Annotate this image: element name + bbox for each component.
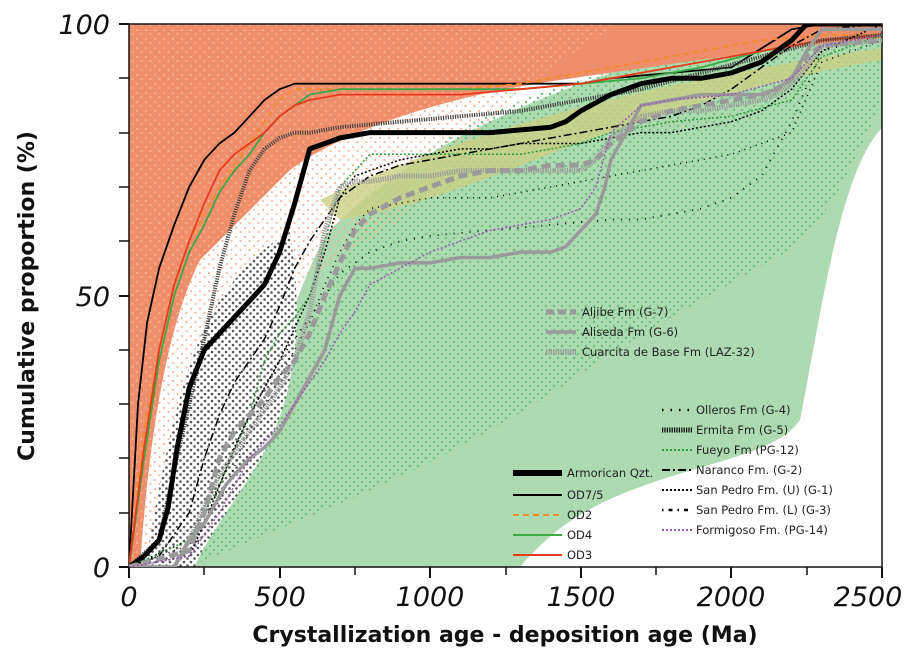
series-line <box>129 24 882 567</box>
black-dotted-envelope-dots <box>145 232 297 567</box>
legend-armorican: Armorican Qzt. OD7/5 OD2 OD4 OD3 <box>513 466 653 562</box>
legend-item: OD4 <box>513 528 592 542</box>
x-tick-label: 2000 <box>697 582 766 613</box>
legend-item: Olleros Fm (G-4) <box>662 403 791 417</box>
legend-label: Cuarcita de Base Fm (LAZ-32) <box>582 345 755 359</box>
legend-label: Aljibe Fm (G-7) <box>582 305 668 319</box>
legend-item: OD3 <box>513 548 592 562</box>
legend-item: Armorican Qzt. <box>513 466 653 480</box>
legend-item: San Pedro Fm. (U) (G-1) <box>662 483 833 497</box>
series-line <box>129 34 882 567</box>
legend-item: San Pedro Fm. (L) (G-3) <box>662 503 831 517</box>
legend-item: Aliseda Fm (G-6) <box>546 325 678 339</box>
legend-item: Formigoso Fm. (PG-14) <box>662 523 828 537</box>
series-line <box>129 27 882 567</box>
red-dotted-envelope <box>129 24 620 567</box>
legend-gray: Aljibe Fm (G-7) Aliseda Fm (G-6) Cuarcit… <box>546 305 755 359</box>
y-tick-label: 100 <box>58 10 110 41</box>
legend-label: OD4 <box>567 528 592 542</box>
y-tick-label: 0 <box>93 553 110 584</box>
legend-item: Cuarcita de Base Fm (LAZ-32) <box>546 345 755 359</box>
legend-item: Fueyo Fm (PG-12) <box>662 443 799 457</box>
legend-label: Armorican Qzt. <box>567 466 653 480</box>
legend-label: OD3 <box>567 548 592 562</box>
legend-label: OD2 <box>567 508 592 522</box>
x-tick-label: 500 <box>254 582 306 613</box>
legend-label: Ermita Fm (G-5) <box>696 423 788 437</box>
series-line <box>129 37 882 567</box>
envelope-regions <box>129 24 882 567</box>
y-axis: 100 50 0 <box>58 10 129 584</box>
legend-label: Olleros Fm (G-4) <box>696 403 791 417</box>
legend-label: San Pedro Fm. (U) (G-1) <box>696 483 833 497</box>
legend-label: Formigoso Fm. (PG-14) <box>696 523 828 537</box>
y-tick-label: 50 <box>76 282 110 313</box>
legend-label: Aliseda Fm (G-6) <box>582 325 678 339</box>
x-tick-label: 1000 <box>396 582 465 613</box>
x-axis-title: Crystallization age - deposition age (Ma… <box>252 623 757 648</box>
series-line <box>129 34 882 567</box>
legend-label: Fueyo Fm (PG-12) <box>696 443 799 457</box>
legend-label: OD7/5 <box>567 488 603 502</box>
green-dotted-envelope <box>190 35 882 567</box>
legend-label: Naranco Fm. (G-2) <box>696 463 802 477</box>
x-tick-label: 1500 <box>547 582 616 613</box>
legend-item: OD7/5 <box>513 488 603 502</box>
series-layer <box>129 24 882 567</box>
x-tick-label: 0 <box>120 582 137 613</box>
legend-item: Aljibe Fm (G-7) <box>546 305 668 319</box>
legend-cantabrian: Olleros Fm (G-4) Ermita Fm (G-5) Fueyo F… <box>662 403 833 537</box>
series-line <box>129 24 882 567</box>
x-axis: 0 500 1000 1500 2000 2500 <box>120 567 902 613</box>
x-tick-label: 2500 <box>834 582 903 613</box>
legend-item: OD2 <box>513 508 592 522</box>
legend-item: Naranco Fm. (G-2) <box>662 463 802 477</box>
legend-item: Ermita Fm (G-5) <box>662 423 788 437</box>
y-axis-title: Cumulative proportion (%) <box>15 131 40 461</box>
series-line <box>129 32 882 567</box>
series-line <box>129 34 882 567</box>
series-line <box>129 24 882 567</box>
legend-label: San Pedro Fm. (L) (G-3) <box>696 503 831 517</box>
